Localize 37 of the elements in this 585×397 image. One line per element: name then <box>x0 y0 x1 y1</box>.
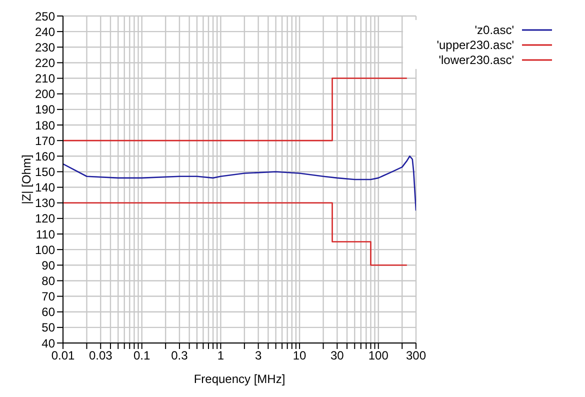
x-tick-label: 30 <box>330 348 344 363</box>
y-tick-label: 200 <box>34 87 56 102</box>
x-tick-label: 10 <box>292 348 307 363</box>
y-tick-label: 70 <box>42 290 56 304</box>
y-tick-label: 210 <box>34 72 56 86</box>
y-tick-label: 60 <box>42 305 56 320</box>
x-tick-label: 0.3 <box>171 348 188 363</box>
y-tick-label: 100 <box>34 242 56 257</box>
y-tick-label: 250 <box>34 9 56 24</box>
y-tick-label: 140 <box>34 180 56 195</box>
y-tick-label: 220 <box>34 56 56 70</box>
y-tick-label: 80 <box>42 274 56 288</box>
y-tick-label: 50 <box>42 320 56 335</box>
x-tick-label: 100 <box>368 348 389 363</box>
y-tick-label: 150 <box>34 164 56 179</box>
x-tick-label: 0.1 <box>134 348 151 363</box>
x-tick-label: 0.01 <box>51 348 75 363</box>
y-axis-title: |Z| [Ohm] <box>19 154 34 204</box>
legend-label: 'lower230.asc' <box>438 52 514 66</box>
y-tick-label: 190 <box>34 102 56 117</box>
x-tick-label: 3 <box>254 348 262 363</box>
y-tick-label: 170 <box>34 134 56 148</box>
x-tick-label: 1 <box>217 348 224 363</box>
x-tick-label: 300 <box>406 348 426 363</box>
y-tick-label: 130 <box>34 196 56 210</box>
y-tick-label: 230 <box>34 40 56 54</box>
y-tick-label: 160 <box>34 149 56 164</box>
y-tick-label: 40 <box>42 336 56 350</box>
x-tick-label: 0.03 <box>88 348 113 363</box>
legend-label: 'upper230.asc' <box>436 38 514 52</box>
y-tick-label: 120 <box>34 212 56 226</box>
y-tick-label: 110 <box>36 227 56 242</box>
x-axis-title: Frequency [MHz] <box>194 372 286 386</box>
y-tick-label: 90 <box>42 258 56 272</box>
legend-label: 'z0.asc' <box>474 22 514 36</box>
y-tick-label: 180 <box>34 118 56 132</box>
y-tick-label: 240 <box>34 24 56 39</box>
